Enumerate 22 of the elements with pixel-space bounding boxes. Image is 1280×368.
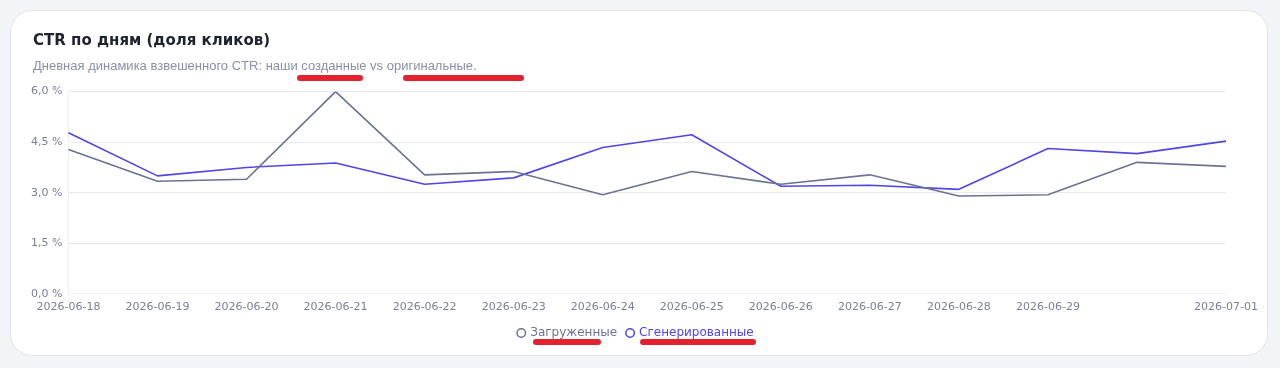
y-tick-label: 1,5 % bbox=[30, 236, 63, 250]
x-tick-label: 2026-07-01 bbox=[1194, 300, 1259, 314]
chart-subtitle: Дневная динамика взвешенного CTR: наши созданные vs оригинальные. bbox=[33, 58, 477, 73]
x-tick-label: 2026-06-21 bbox=[303, 300, 368, 314]
y-tick-label: 6,0 % bbox=[30, 84, 63, 98]
y-tick-label: 4,5 % bbox=[30, 135, 63, 149]
x-tick-label: 2026-06-29 bbox=[1015, 300, 1080, 314]
x-tick-label: 2026-06-23 bbox=[481, 300, 546, 314]
y-tick-label: 0,0 % bbox=[30, 286, 63, 300]
x-tick-label: 2026-06-25 bbox=[659, 300, 724, 314]
x-tick-label: 2026-06-27 bbox=[837, 300, 902, 314]
x-tick-label: 2026-06-18 bbox=[36, 300, 101, 314]
legend-label: Сгенерированные bbox=[639, 325, 754, 340]
x-tick-label: 2026-06-20 bbox=[214, 300, 279, 314]
y-tick-label: 3,0 % bbox=[30, 185, 63, 199]
x-tick-label: 2026-06-22 bbox=[392, 300, 457, 314]
x-tick-label: 2026-06-28 bbox=[926, 300, 991, 314]
x-tick-label: 2026-06-19 bbox=[125, 300, 190, 314]
legend-label: Загруженные bbox=[530, 325, 618, 340]
x-tick-label: 2026-06-26 bbox=[748, 300, 813, 314]
x-tick-label: 2026-06-24 bbox=[570, 300, 635, 314]
chart-title: CTR по дням (доля кликов) bbox=[33, 31, 271, 49]
